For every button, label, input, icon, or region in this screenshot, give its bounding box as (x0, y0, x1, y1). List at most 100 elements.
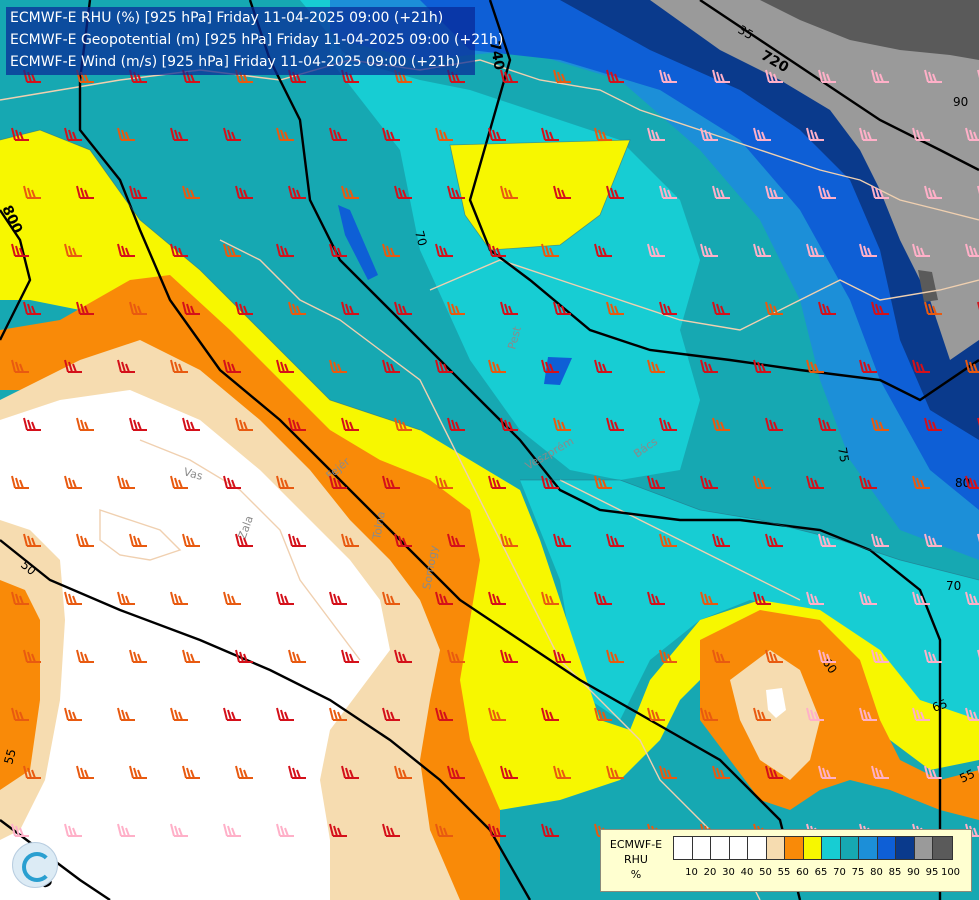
wind-barb-shape (700, 359, 718, 373)
wind-barb-shape (170, 823, 188, 837)
wind-barb (965, 475, 979, 489)
wind-barb (288, 417, 306, 431)
wind-barb-shape (341, 533, 359, 547)
region-border (99, 509, 182, 561)
wind-barb (818, 69, 836, 83)
wind-barb (223, 359, 241, 373)
wind-barb (541, 823, 559, 837)
wind-barb-shape (170, 591, 188, 605)
wind-barb (447, 69, 465, 83)
wind-barb (129, 417, 147, 431)
wind-barb-shape (753, 127, 771, 141)
legend-swatch (711, 837, 730, 859)
wind-barb (965, 707, 979, 721)
wind-barb (329, 823, 347, 837)
legend-swatch (896, 837, 915, 859)
rhu-label: 75 (835, 446, 851, 463)
wind-barb (924, 301, 942, 315)
wind-barb-shape (170, 707, 188, 721)
wind-barb (382, 127, 400, 141)
legend-tick-label: 90 (907, 867, 920, 878)
wind-barb-shape (170, 475, 188, 489)
wind-barb (753, 243, 771, 257)
wind-barb-shape (753, 591, 771, 605)
rhu-band-60-lowerleft-inner (0, 580, 40, 790)
wind-barb (11, 475, 29, 489)
wind-barb-shape (500, 649, 518, 663)
wind-barb (806, 591, 824, 605)
wind-barb-shape (606, 185, 624, 199)
wind-barb (382, 243, 400, 257)
wind-barb (382, 359, 400, 373)
wind-barb-shape (341, 765, 359, 779)
wind-barb-shape (765, 765, 783, 779)
place-label: Pest (505, 324, 524, 350)
wind-barb-shape (276, 359, 294, 373)
wind-barb-shape (912, 591, 930, 605)
wind-barb (117, 243, 135, 257)
wind-barb-shape (500, 185, 518, 199)
wind-barb-shape (659, 417, 677, 431)
wind-barb-shape (276, 707, 294, 721)
wind-barb (541, 707, 559, 721)
wind-barb (117, 707, 135, 721)
wind-barb-shape (606, 417, 624, 431)
wind-barb (117, 475, 135, 489)
country-border (429, 259, 979, 331)
wind-barb (382, 591, 400, 605)
wind-barb-shape (64, 127, 82, 141)
wind-barb (924, 417, 942, 431)
wind-barb-shape (235, 649, 253, 663)
wind-barb-shape (553, 185, 571, 199)
geopotential-line-800 (0, 209, 32, 341)
wind-barb (965, 243, 979, 257)
wind-barb-shape (435, 707, 453, 721)
wind-barb (235, 649, 253, 663)
wind-barb (64, 127, 82, 141)
wind-barb-shape (288, 185, 306, 199)
wind-barb-shape (341, 417, 359, 431)
wind-barb-shape (182, 765, 200, 779)
wind-barb-shape (23, 185, 41, 199)
wind-barb-shape (700, 243, 718, 257)
wind-barb (594, 243, 612, 257)
wind-barb-shape (341, 69, 359, 83)
wind-barb (170, 707, 188, 721)
wind-barb (912, 127, 930, 141)
wind-barb-shape (170, 243, 188, 257)
wind-barb-shape (23, 417, 41, 431)
wind-barb-shape (594, 475, 612, 489)
wind-barb-shape (806, 475, 824, 489)
geopotential-line-780 (78, 0, 802, 900)
wind-barb-shape (541, 591, 559, 605)
wind-barb-shape (924, 301, 942, 315)
wind-barb-shape (329, 591, 347, 605)
legend-tick-label: 60 (796, 867, 809, 878)
wind-barb-shape (488, 591, 506, 605)
wind-barb (700, 707, 718, 721)
wind-barb (606, 301, 624, 315)
wind-barb (447, 765, 465, 779)
wind-barb (341, 417, 359, 431)
wind-barb (76, 185, 94, 199)
wind-barb-shape (647, 243, 665, 257)
wind-barb (223, 823, 241, 837)
wind-barb-shape (64, 823, 82, 837)
legend-unit: % (630, 868, 642, 881)
wind-barb (11, 823, 29, 837)
wind-barb-shape (659, 69, 677, 83)
wind-barb-shape (659, 533, 677, 547)
wind-barb-shape (859, 707, 877, 721)
wind-barb (382, 475, 400, 489)
wind-barb-shape (288, 533, 306, 547)
wind-barb-shape (965, 475, 979, 489)
wind-barb (700, 591, 718, 605)
wind-barb (129, 69, 147, 83)
wind-barb-shape (182, 649, 200, 663)
wind-barb (329, 591, 347, 605)
wind-barb (594, 707, 612, 721)
wind-barb (488, 127, 506, 141)
wind-barb (859, 359, 877, 373)
wind-barb-shape (276, 475, 294, 489)
wind-barb-shape (712, 649, 730, 663)
